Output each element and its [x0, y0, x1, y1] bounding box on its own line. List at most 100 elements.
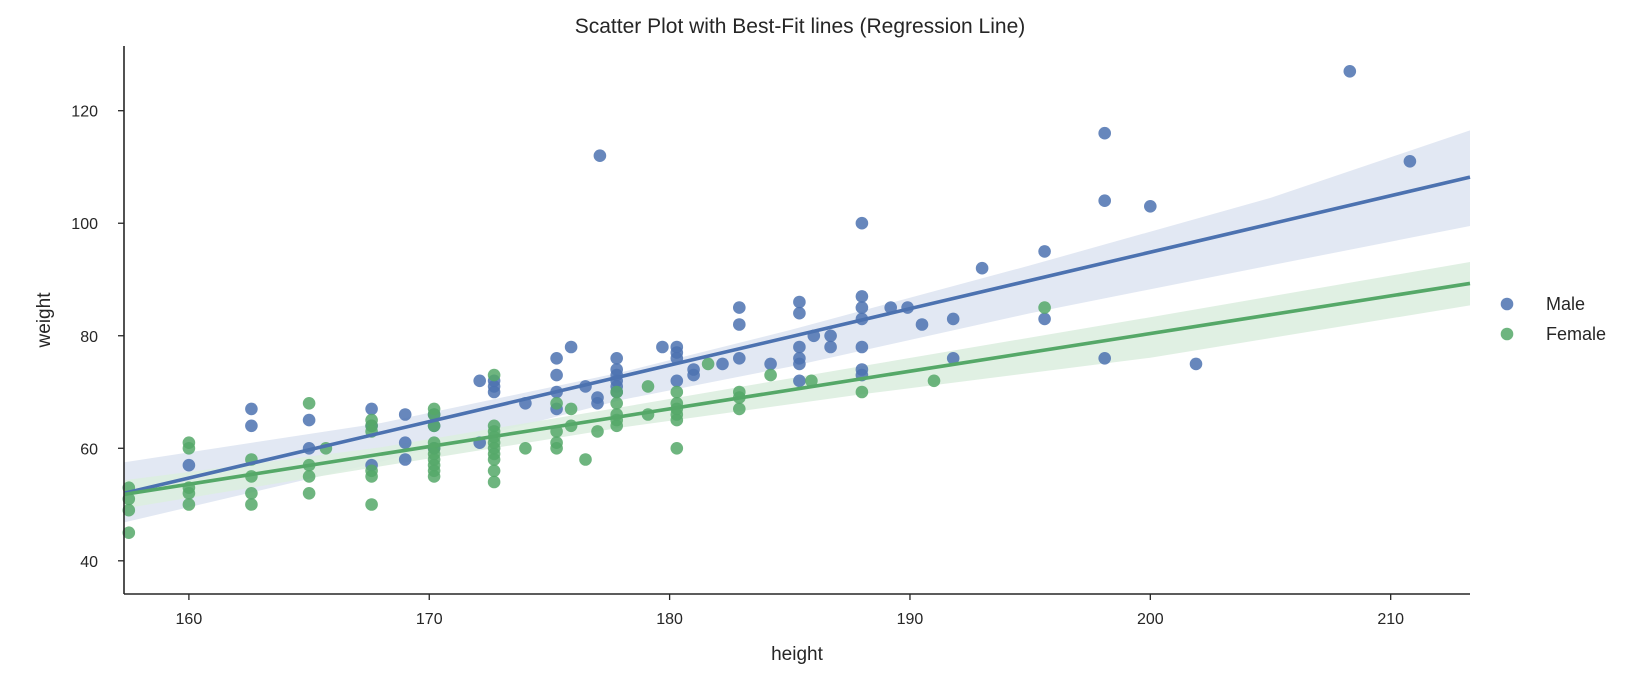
male-point: [398, 408, 412, 421]
male-point: [855, 340, 869, 354]
female-point: [245, 487, 258, 500]
x-tick-label: 190: [897, 611, 924, 628]
male-point: [733, 352, 746, 365]
male-point: [1343, 65, 1357, 78]
male-point: [182, 458, 196, 472]
male-point: [915, 318, 929, 331]
male-point: [245, 419, 258, 433]
male-point: [245, 402, 258, 416]
female-point: [670, 442, 684, 455]
female-point: [733, 402, 746, 416]
male-point: [398, 453, 412, 466]
female-point: [591, 425, 604, 438]
male-point: [946, 312, 960, 326]
x-tick-label: 160: [176, 611, 203, 628]
male-point: [687, 363, 700, 376]
female-point: [855, 385, 869, 399]
legend: Male Female: [1500, 294, 1606, 344]
male-point: [793, 374, 806, 388]
female-point: [487, 464, 501, 478]
female-point: [487, 368, 501, 382]
y-tick-label: 80: [80, 329, 98, 346]
male-confidence-band: [124, 130, 1470, 523]
female-point: [487, 475, 501, 489]
female-point: [764, 368, 777, 382]
y-tick-label: 40: [80, 554, 98, 571]
male-point: [1189, 357, 1203, 371]
female-point: [519, 442, 532, 455]
male-point: [473, 374, 487, 388]
legend-female-label: Female: [1546, 324, 1606, 344]
female-point: [670, 385, 684, 399]
male-point: [1144, 200, 1157, 213]
x-axis-ticks: 160 170 180 190 200 210: [176, 594, 1404, 628]
male-point: [610, 352, 623, 365]
male-point: [670, 374, 684, 388]
female-point: [610, 397, 623, 410]
y-axis-ticks: 40 60 80 100 120: [71, 104, 124, 571]
female-point: [182, 487, 196, 500]
female-point: [302, 397, 316, 410]
female-point: [365, 470, 378, 483]
male-point: [593, 149, 607, 162]
y-tick-label: 120: [71, 104, 98, 121]
legend-female-marker: [1500, 327, 1514, 341]
male-point: [855, 290, 869, 303]
female-point: [487, 453, 501, 466]
y-axis-label: weight: [34, 292, 55, 349]
male-point: [793, 306, 806, 320]
female-point: [927, 374, 941, 388]
female-point: [182, 498, 196, 511]
female-point: [427, 470, 441, 483]
x-tick-label: 170: [416, 611, 443, 628]
male-point: [656, 340, 669, 354]
female-point: [805, 374, 818, 388]
female-point: [1038, 301, 1051, 314]
male-point: [564, 340, 578, 354]
male-point: [733, 301, 746, 314]
female-point: [182, 442, 196, 455]
female-point: [550, 442, 563, 455]
x-tick-label: 180: [656, 611, 683, 628]
male-point: [1403, 155, 1417, 168]
chart-title: Scatter Plot with Best-Fit lines (Regres…: [575, 15, 1026, 38]
x-axis-label: height: [771, 644, 823, 665]
male-point: [824, 340, 837, 354]
female-point: [550, 397, 563, 410]
x-tick-label: 200: [1137, 611, 1164, 628]
female-regression-line: [123, 281, 1471, 497]
female-point: [610, 419, 623, 433]
female-point: [122, 503, 136, 517]
male-point: [764, 357, 777, 371]
male-point: [398, 436, 412, 450]
male-point: [855, 301, 869, 314]
male-point: [733, 318, 746, 331]
female-point: [427, 408, 441, 421]
male-point: [1038, 312, 1051, 326]
male-point: [946, 352, 960, 365]
male-point: [975, 261, 989, 275]
y-tick-label: 60: [80, 441, 98, 458]
male-point: [1098, 352, 1111, 365]
female-point: [579, 453, 592, 466]
female-point: [122, 526, 136, 539]
female-point: [641, 380, 655, 393]
regression-lines: [123, 175, 1471, 497]
female-point: [701, 357, 715, 371]
y-tick-label: 100: [71, 216, 98, 233]
legend-male-label: Male: [1546, 294, 1585, 314]
female-point: [302, 470, 316, 483]
male-point: [550, 368, 563, 382]
male-point: [1038, 245, 1051, 258]
male-point: [591, 397, 604, 410]
male-point: [716, 357, 729, 371]
male-point: [855, 216, 869, 230]
male-point: [365, 402, 378, 416]
male-point: [550, 352, 563, 365]
female-point: [610, 385, 623, 399]
male-point: [302, 413, 316, 427]
female-point: [245, 498, 258, 511]
male-point: [1098, 126, 1111, 140]
